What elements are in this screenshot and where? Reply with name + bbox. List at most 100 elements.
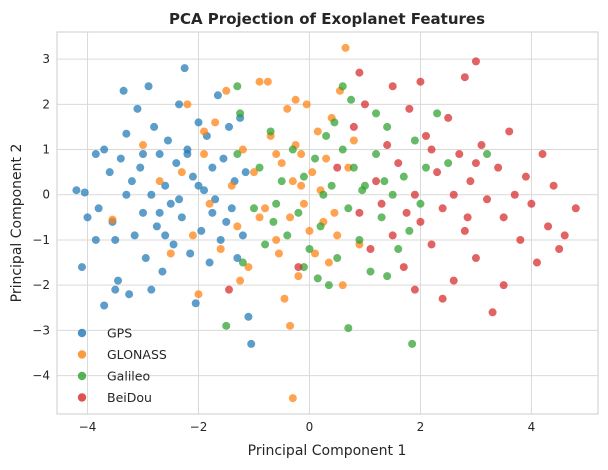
data-point (225, 122, 234, 131)
data-point (372, 150, 381, 159)
data-point (280, 294, 289, 303)
data-point (144, 82, 153, 91)
data-point (297, 181, 306, 190)
data-point (269, 217, 278, 226)
data-point (155, 208, 164, 217)
data-point (438, 294, 447, 303)
data-point (272, 150, 281, 159)
y-tick-label: 1 (42, 143, 50, 157)
data-point (405, 226, 414, 235)
data-point (416, 199, 425, 208)
data-point (77, 263, 86, 272)
data-point (188, 231, 197, 240)
data-point (286, 213, 295, 222)
data-point (377, 213, 386, 222)
data-point (324, 258, 333, 267)
x-tick-label: −4 (79, 420, 97, 434)
data-point (460, 73, 469, 82)
data-point (410, 285, 419, 294)
series-beidou (225, 57, 580, 317)
data-point (313, 274, 322, 283)
data-point (183, 150, 192, 159)
data-point (532, 258, 541, 267)
data-point (233, 254, 242, 263)
data-point (266, 127, 275, 136)
data-point (172, 159, 181, 168)
data-point (322, 131, 331, 140)
data-point (338, 145, 347, 154)
data-point (319, 190, 328, 199)
data-point (163, 136, 172, 145)
data-point (383, 272, 392, 281)
data-point (141, 254, 150, 263)
data-point (236, 109, 245, 118)
data-point (544, 222, 553, 231)
data-point (161, 231, 170, 240)
data-point (286, 321, 295, 330)
data-point (316, 222, 325, 231)
x-tick-label: 0 (306, 420, 314, 434)
data-point (372, 177, 381, 186)
data-point (405, 104, 414, 113)
data-point (216, 235, 225, 244)
data-point (83, 213, 92, 222)
data-point (283, 104, 292, 113)
data-point (272, 199, 281, 208)
data-point (355, 68, 364, 77)
data-point (227, 181, 236, 190)
data-point (327, 181, 336, 190)
y-tick-label: 3 (42, 52, 50, 66)
data-point (471, 57, 480, 66)
data-point (194, 118, 203, 127)
data-point (200, 150, 209, 159)
data-point (521, 172, 530, 181)
data-point (94, 204, 103, 213)
data-point (222, 86, 231, 95)
data-point (233, 82, 242, 91)
tick-labels: −4 −2 0 2 4 −4 −3 −2 −1 0 1 2 3 (32, 52, 535, 434)
data-point (358, 186, 367, 195)
data-point (205, 199, 214, 208)
data-point (200, 186, 209, 195)
data-point (322, 154, 331, 163)
data-point (305, 226, 314, 235)
data-point (330, 208, 339, 217)
data-point (227, 204, 236, 213)
data-point (139, 141, 148, 150)
data-point (233, 222, 242, 231)
data-point (244, 263, 253, 272)
data-point (355, 208, 364, 217)
data-point (399, 263, 408, 272)
data-point (133, 104, 142, 113)
data-point (125, 290, 134, 299)
data-point (222, 321, 231, 330)
data-point (471, 254, 480, 263)
data-point (460, 226, 469, 235)
legend-label: Galileo (107, 369, 150, 384)
data-point (194, 290, 203, 299)
data-point (394, 159, 403, 168)
y-tick-label: −2 (32, 278, 50, 292)
data-point (155, 150, 164, 159)
data-point (466, 177, 475, 186)
data-point (166, 199, 175, 208)
data-point (297, 150, 306, 159)
data-point (344, 324, 353, 333)
data-point (483, 195, 492, 204)
y-tick-label: 2 (42, 97, 50, 111)
data-point (233, 150, 242, 159)
series-glonass (108, 43, 364, 403)
data-point (433, 168, 442, 177)
data-point (477, 141, 486, 150)
data-point (241, 168, 250, 177)
data-point (383, 141, 392, 150)
data-point (427, 145, 436, 154)
data-point (410, 136, 419, 145)
data-point (244, 312, 253, 321)
data-point (555, 244, 564, 253)
data-point (166, 249, 175, 258)
data-point (388, 231, 397, 240)
x-tick-label: 2 (417, 420, 425, 434)
